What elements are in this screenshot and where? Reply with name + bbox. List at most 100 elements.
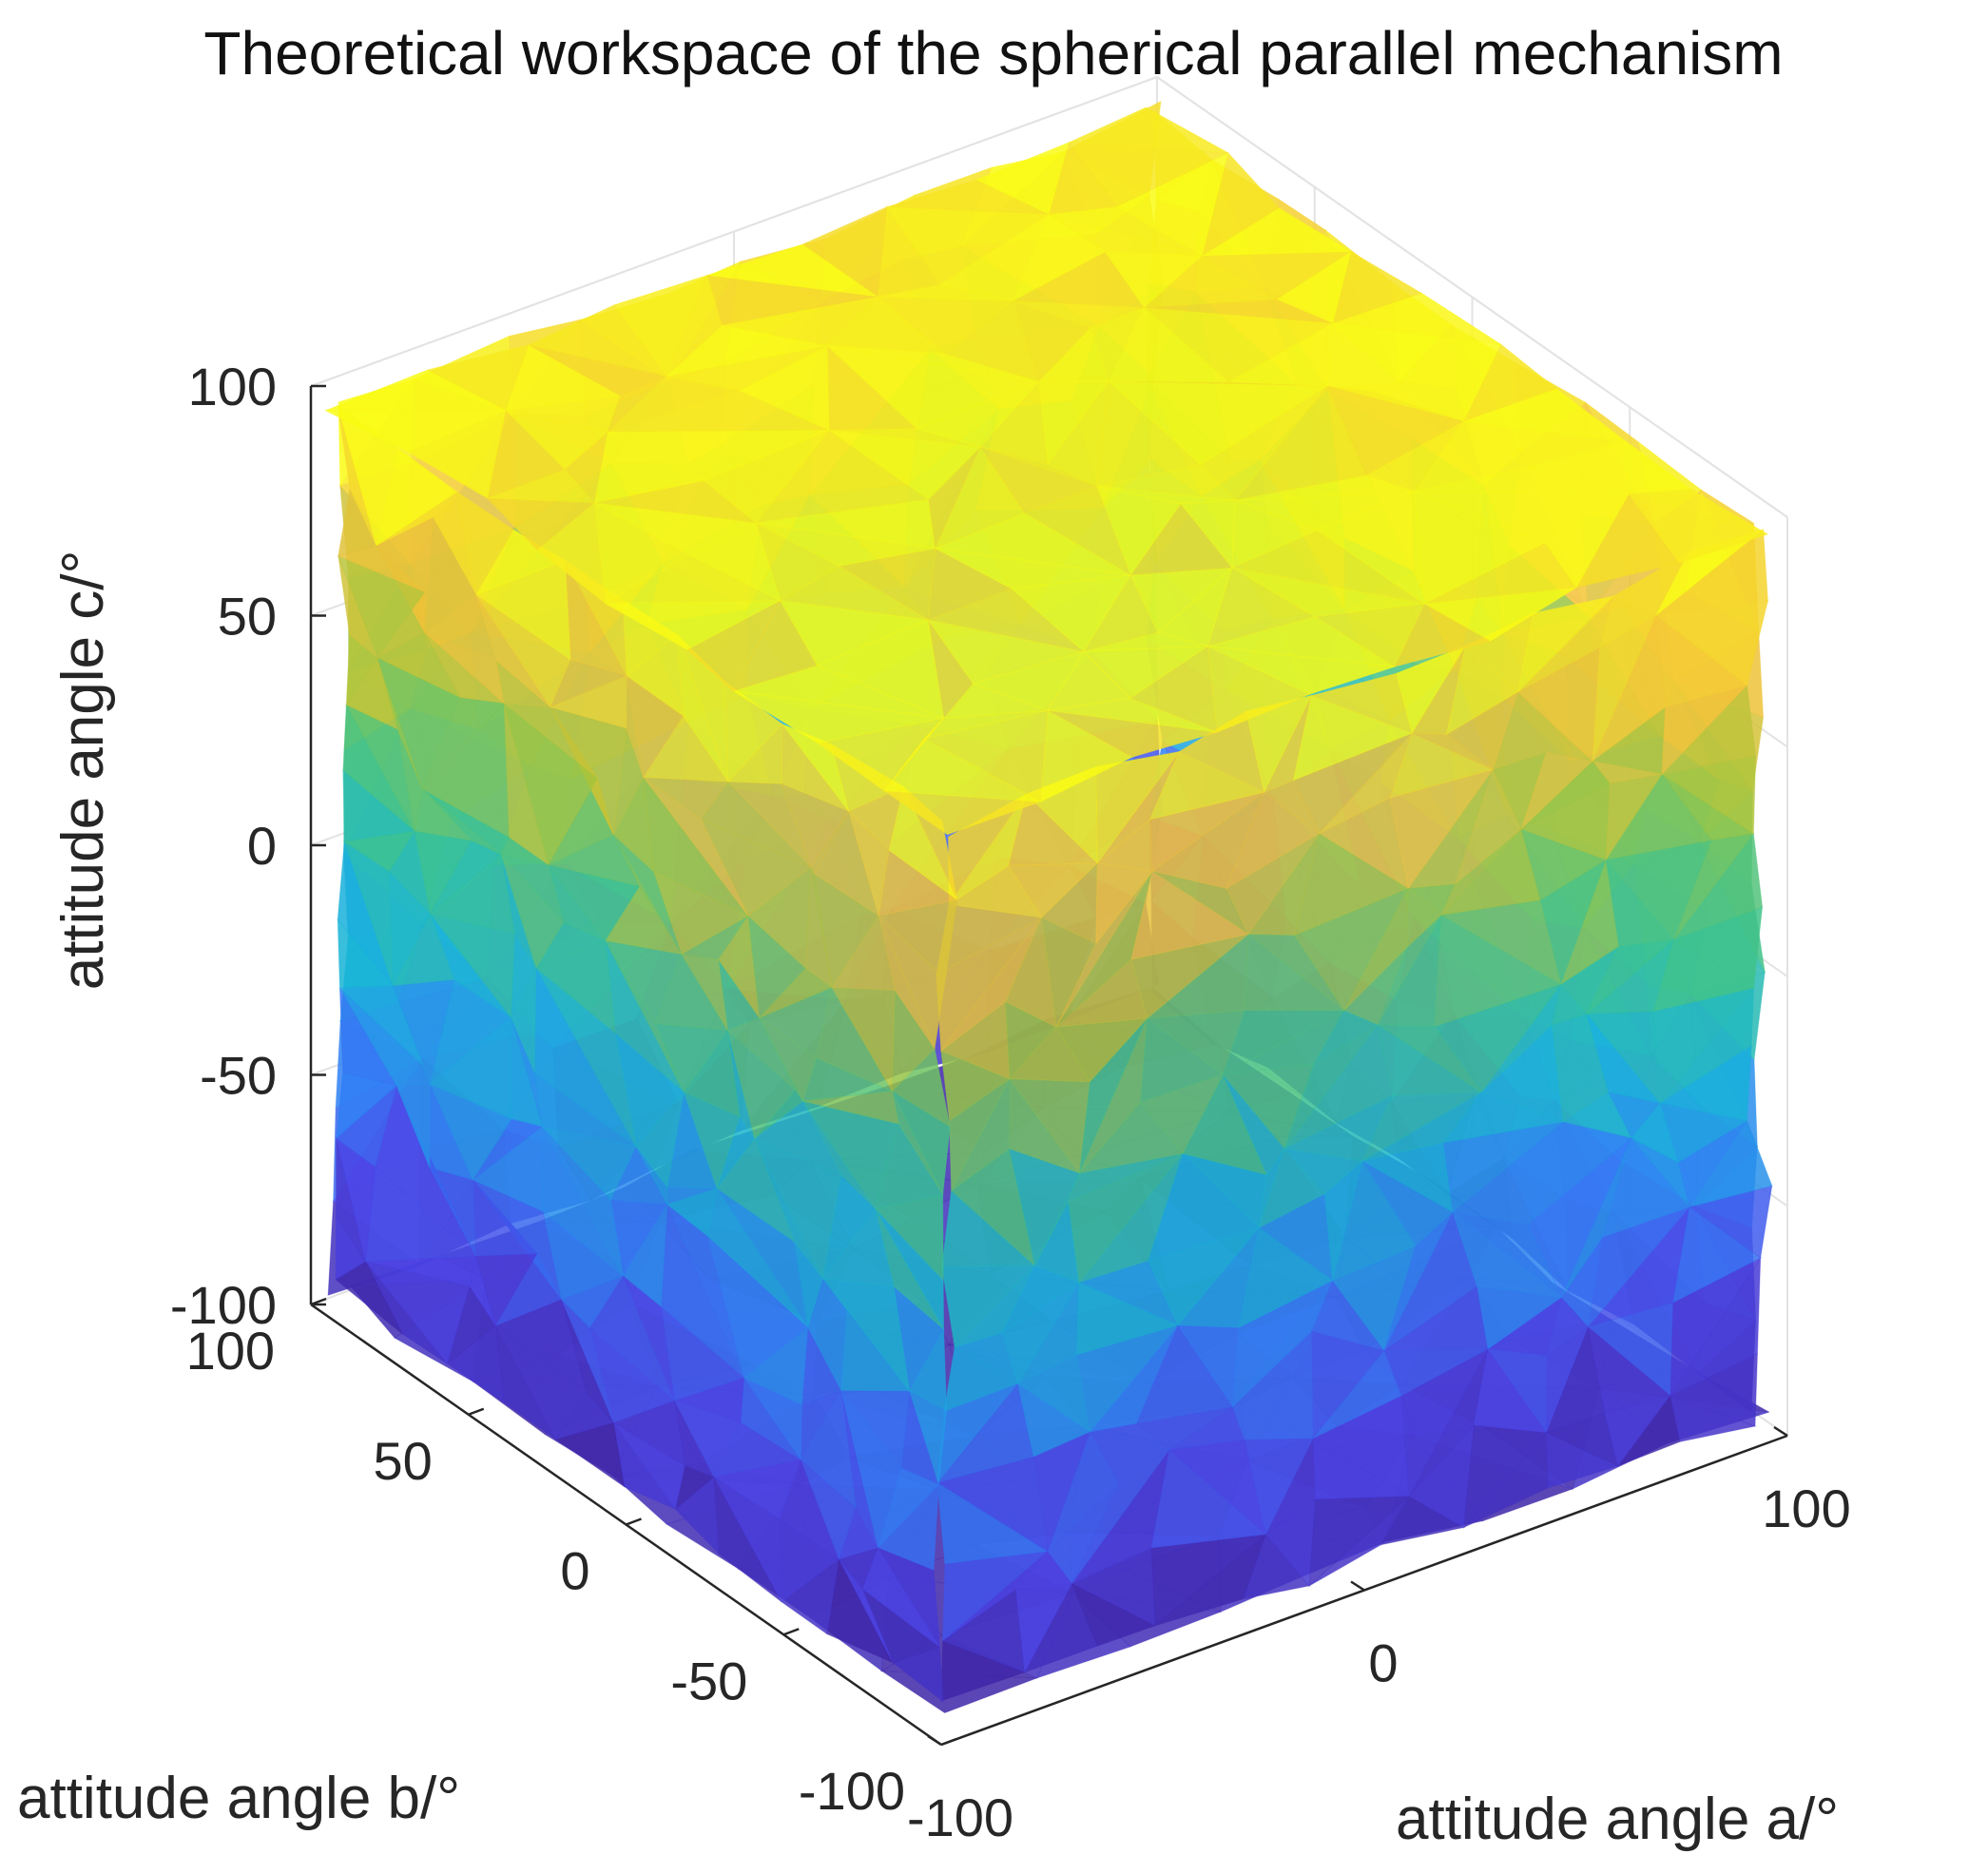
- surface-facet: [831, 914, 896, 991]
- surface-facet: [1292, 694, 1414, 782]
- surface-facet: [674, 1476, 720, 1555]
- surface-facet: [1284, 1023, 1394, 1150]
- surface-facet: [1258, 1148, 1285, 1228]
- surface-facet: [1089, 1431, 1171, 1485]
- z-tick-label: 0: [247, 816, 277, 876]
- surface-facet: [472, 1178, 538, 1257]
- surface-facet: [376, 656, 461, 791]
- surface-facet: [1200, 385, 1328, 501]
- z-tick-label: 50: [218, 587, 277, 647]
- surface-facet: [1135, 1323, 1234, 1424]
- surface-facet: [613, 274, 708, 377]
- y-tick-label: -100: [799, 1761, 905, 1821]
- surface-facet: [1283, 1148, 1364, 1195]
- surface-facet: [474, 1252, 538, 1327]
- surface-facet: [885, 206, 1051, 285]
- z-axis-label: attitude angle c/°: [50, 551, 116, 991]
- surface-facet: [365, 1255, 477, 1287]
- surface-facet: [1071, 1547, 1156, 1627]
- surface-facet: [685, 599, 782, 692]
- surface-facet: [821, 1277, 911, 1393]
- surface-facet: [747, 866, 812, 970]
- surface-facet: [1014, 1582, 1073, 1674]
- surface-facet: [755, 521, 840, 602]
- surface-facet: [1631, 1101, 1680, 1164]
- x-tick-label: 0: [1368, 1633, 1398, 1693]
- surface-facet: [713, 1476, 782, 1603]
- surface-facet: [1206, 645, 1311, 733]
- surface-facet: [1222, 1063, 1315, 1150]
- surface-facet: [375, 448, 458, 547]
- surface-facet: [1071, 1449, 1170, 1584]
- surface-facet: [1520, 760, 1612, 830]
- surface-facet: [535, 967, 637, 1147]
- surface-facet: [1055, 870, 1153, 1028]
- surface-facet: [1001, 1282, 1080, 1385]
- surface-facet: [472, 1125, 544, 1212]
- x-tick-label: 100: [1762, 1478, 1850, 1538]
- surface-facet: [825, 296, 946, 355]
- surface-facet: [1096, 485, 1236, 505]
- surface-facet: [939, 1000, 1011, 1080]
- surface-facet: [1669, 1256, 1762, 1397]
- surface-facet: [338, 985, 424, 1066]
- surface-facet: [541, 1126, 624, 1276]
- surface-facet: [971, 650, 1085, 711]
- surface-facet: [605, 940, 685, 1092]
- surface-facet: [1075, 1281, 1180, 1356]
- y-axis-label: attitude angle b/°: [17, 1766, 460, 1831]
- axes-lines: [309, 384, 1788, 1747]
- surface-facet: [1014, 1550, 1073, 1591]
- surface-facet: [1023, 485, 1132, 576]
- surface-facet: [1383, 1211, 1454, 1351]
- surface-facet: [1364, 420, 1465, 493]
- surface-facet: [1586, 1013, 1662, 1104]
- surface-facet: [392, 912, 455, 987]
- surface-facet: [425, 343, 530, 412]
- surface-facet: [1442, 1120, 1565, 1213]
- surface-facet: [1048, 213, 1203, 257]
- surface-facet: [781, 782, 850, 869]
- surface-facet: [1264, 1497, 1317, 1588]
- surface-facet: [607, 376, 667, 433]
- surface-facet: [1308, 1495, 1411, 1588]
- surface-facet: [1377, 914, 1442, 1025]
- surface-facet: [1520, 828, 1608, 901]
- x-tick-mark: [1773, 1425, 1788, 1438]
- surface-facet: [607, 375, 741, 433]
- surface-facet: [1516, 595, 1615, 694]
- x-tick-label: -100: [907, 1787, 1013, 1847]
- surface-facet: [1396, 645, 1467, 735]
- y-tick-label: 0: [560, 1541, 589, 1601]
- surface-facet: [614, 1031, 685, 1148]
- surface-facet: [940, 1640, 1027, 1702]
- surface-facet: [1244, 1438, 1314, 1536]
- surface-facet: [978, 446, 1099, 514]
- surface-facet: [1516, 691, 1594, 763]
- z-tick-label: 100: [188, 357, 277, 416]
- surface-facet: [706, 274, 878, 326]
- surface-facet: [1016, 1381, 1091, 1458]
- surface-facet: [1148, 750, 1266, 821]
- surface-facet: [1601, 1136, 1690, 1239]
- surface-facet: [753, 1100, 842, 1176]
- surface-facet: [500, 853, 537, 969]
- surface-facet: [1200, 251, 1353, 300]
- surface-facet: [336, 1072, 398, 1140]
- surface-facet: [1139, 1017, 1225, 1103]
- surface-facet: [1008, 793, 1099, 866]
- surface-facet: [1148, 791, 1264, 873]
- surface-facet: [1284, 1024, 1379, 1150]
- grid-line: [1156, 76, 1788, 518]
- surface-facet: [1095, 750, 1181, 865]
- surface-facet: [1139, 1073, 1225, 1155]
- surface-facet: [1627, 493, 1769, 564]
- surface-facet: [1445, 690, 1519, 771]
- surface-facet: [338, 987, 398, 1087]
- surface-facet: [396, 1085, 476, 1257]
- surface-facet: [713, 1476, 782, 1602]
- surface-facet: [392, 978, 455, 1086]
- surface-facet: [626, 633, 685, 717]
- surface-facet: [1150, 1448, 1267, 1549]
- surface-facet: [338, 487, 377, 557]
